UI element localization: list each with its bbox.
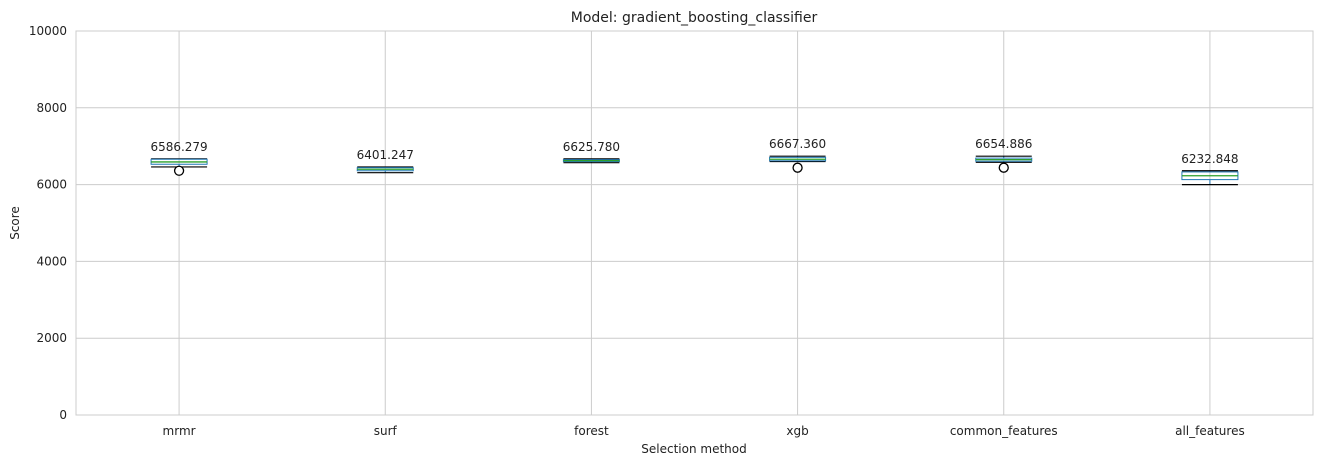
box-common_features: 6654.886 <box>975 137 1032 173</box>
chart-title: Model: gradient_boosting_classifier <box>571 10 818 26</box>
y-axis-ticks: 0 2000 4000 6000 8000 10000 <box>29 24 67 422</box>
x-axis-ticks: mrmr surf forest xgb common_features all_feat… <box>163 424 1245 438</box>
box-mrmr: 6586.279 <box>150 140 208 176</box>
data-label: 6667.360 <box>769 137 826 151</box>
x-tick-label: mrmr <box>163 424 196 438</box>
grid-lines <box>76 30 1313 416</box>
data-label: 6232.848 <box>1181 152 1238 166</box>
x-tick-label: all_features <box>1175 424 1245 438</box>
y-tick-label: 2000 <box>36 331 67 345</box>
data-label: 6401.247 <box>357 148 414 162</box>
y-tick-label: 4000 <box>36 254 67 268</box>
outlier-point <box>998 162 1009 173</box>
data-label: 6625.780 <box>563 140 620 154</box>
box-surf: 6401.247 <box>357 148 414 174</box>
outlier-point <box>173 165 185 176</box>
outlier-point <box>792 162 803 173</box>
y-tick-label: 6000 <box>36 178 67 192</box>
x-tick-label: surf <box>374 424 398 438</box>
data-label: 6586.279 <box>150 140 207 154</box>
box-xgb: 6667.360 <box>769 137 826 173</box>
x-axis-label: Selection method <box>641 442 746 456</box>
y-tick-label: 0 <box>59 408 67 422</box>
data-label: 6654.886 <box>975 137 1032 151</box>
y-tick-label: 10000 <box>29 24 67 38</box>
y-tick-label: 8000 <box>36 101 67 115</box>
x-tick-label: xgb <box>786 424 808 438</box>
y-axis-label: Score <box>8 206 22 240</box>
box-forest: 6625.780 <box>563 140 620 164</box>
boxes: 6586.279 6401.247 6625.780 6667.360 6654.886… <box>150 137 1239 186</box>
x-tick-label: common_features <box>950 424 1058 438</box>
x-tick-label: forest <box>574 424 609 438</box>
plot-frame <box>75 30 1314 416</box>
box-all_features: 6232.848 <box>1181 152 1239 186</box>
